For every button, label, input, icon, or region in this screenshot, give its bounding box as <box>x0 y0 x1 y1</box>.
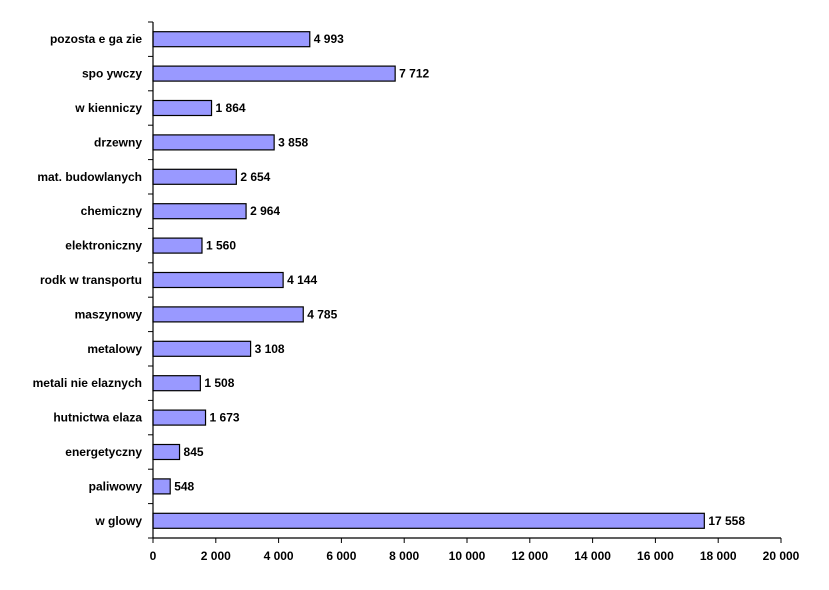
value-label: 1 864 <box>216 101 246 115</box>
value-label: 1 508 <box>204 376 234 390</box>
x-tick-label: 12 000 <box>511 549 548 563</box>
category-label: spo ywczy <box>82 67 142 81</box>
bar <box>152 65 396 82</box>
x-tick-label: 20 000 <box>763 549 800 563</box>
bar <box>152 271 284 289</box>
bar <box>152 134 275 151</box>
value-label: 3 108 <box>255 342 285 356</box>
bar <box>152 443 181 461</box>
labels-layer: pozosta e ga zie 4 993 spo ywczy 7 712 w kie… <box>33 32 800 563</box>
bar <box>152 409 207 426</box>
category-label: energetyczny <box>65 445 142 459</box>
bar <box>152 168 237 185</box>
value-label: 17 558 <box>708 514 745 528</box>
bar <box>152 306 304 323</box>
value-label: 3 858 <box>278 135 308 149</box>
category-label: rodk w transportu <box>40 273 142 287</box>
value-label: 4 785 <box>307 307 337 321</box>
category-label: metalowy <box>87 342 142 356</box>
bar <box>152 478 171 495</box>
x-tick-label: 8 000 <box>389 549 419 563</box>
value-label: 845 <box>184 445 204 459</box>
category-label: maszynowy <box>75 307 143 321</box>
category-label: elektroniczny <box>65 239 142 253</box>
category-label: pozosta e ga zie <box>50 32 142 46</box>
x-tick-label: 18 000 <box>700 549 737 563</box>
category-label: paliwowy <box>89 479 143 493</box>
x-tick-label: 2 000 <box>201 549 231 563</box>
bar <box>152 203 247 220</box>
category-label: w glowy <box>94 514 142 528</box>
value-label: 2 654 <box>240 170 270 184</box>
x-tick-label: 10 000 <box>449 549 486 563</box>
bar <box>152 237 203 254</box>
x-tick-label: 4 000 <box>264 549 294 563</box>
category-label: hutnictwa elaza <box>53 411 142 425</box>
bar <box>152 375 201 392</box>
category-label: chemiczny <box>81 204 143 218</box>
x-tick-label: 14 000 <box>574 549 611 563</box>
value-label: 548 <box>174 479 194 493</box>
bar <box>152 512 705 529</box>
value-label: 4 993 <box>314 32 344 46</box>
value-label: 1 560 <box>206 239 236 253</box>
category-label: mat. budowlanych <box>37 170 142 184</box>
x-tick-label: 16 000 <box>637 549 674 563</box>
bar <box>152 31 311 48</box>
value-label: 1 673 <box>210 411 240 425</box>
bar <box>152 340 252 357</box>
bar <box>152 99 213 117</box>
axes-layer <box>148 21 782 543</box>
category-label: drzewny <box>94 135 142 149</box>
x-tick-label: 6 000 <box>326 549 356 563</box>
category-label: w kienniczy <box>74 101 142 115</box>
value-label: 2 964 <box>250 204 280 218</box>
value-label: 4 144 <box>287 273 317 287</box>
value-label: 7 712 <box>399 67 429 81</box>
category-label: metali nie elaznych <box>33 376 142 390</box>
x-tick-label: 0 <box>150 549 157 563</box>
